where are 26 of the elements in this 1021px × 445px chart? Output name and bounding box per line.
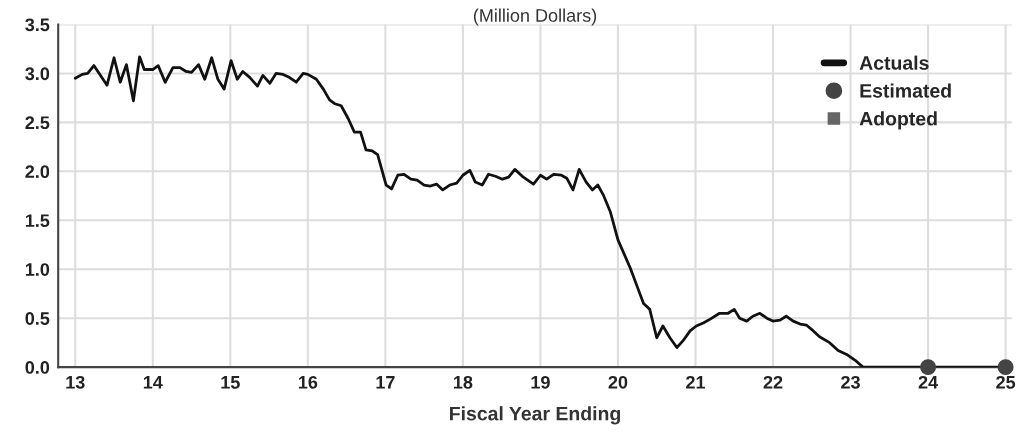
- x-tick-label: 15: [221, 376, 240, 389]
- chart-title: (Million Dollars): [473, 8, 597, 26]
- x-tick-label: 13: [66, 375, 85, 389]
- y-tick-label: 2.0: [25, 165, 50, 179]
- legend-label: Adopted: [859, 111, 937, 130]
- y-tick-label: 2.5: [25, 116, 50, 130]
- x-tick-label: 20: [608, 375, 628, 389]
- x-tick-label: 17: [376, 376, 395, 389]
- x-tick-label: 22: [763, 375, 783, 389]
- y-tick-label: 1.0: [25, 263, 50, 276]
- legend-label: Actuals: [859, 55, 929, 70]
- legend-label: Estimated: [860, 83, 951, 98]
- y-tick-label: 0.5: [25, 312, 50, 325]
- y-tick-label: 0.0: [25, 361, 50, 374]
- y-tick-label: 3.5: [25, 18, 50, 32]
- x-tick-label: 21: [686, 375, 706, 389]
- x-tick-label: 14: [143, 376, 163, 389]
- y-tick-label: 1.5: [25, 214, 50, 227]
- x-tick-label: 18: [454, 375, 473, 389]
- x-tick-label: 24: [918, 375, 939, 389]
- x-tick-label: 25: [996, 375, 1016, 389]
- x-tick-label: 16: [298, 375, 318, 389]
- y-tick-label: 3.0: [25, 67, 50, 81]
- x-tick-label: 23: [841, 375, 860, 389]
- x-axis-title: Fiscal Year Ending: [450, 406, 620, 425]
- x-tick-label: 19: [531, 375, 550, 389]
